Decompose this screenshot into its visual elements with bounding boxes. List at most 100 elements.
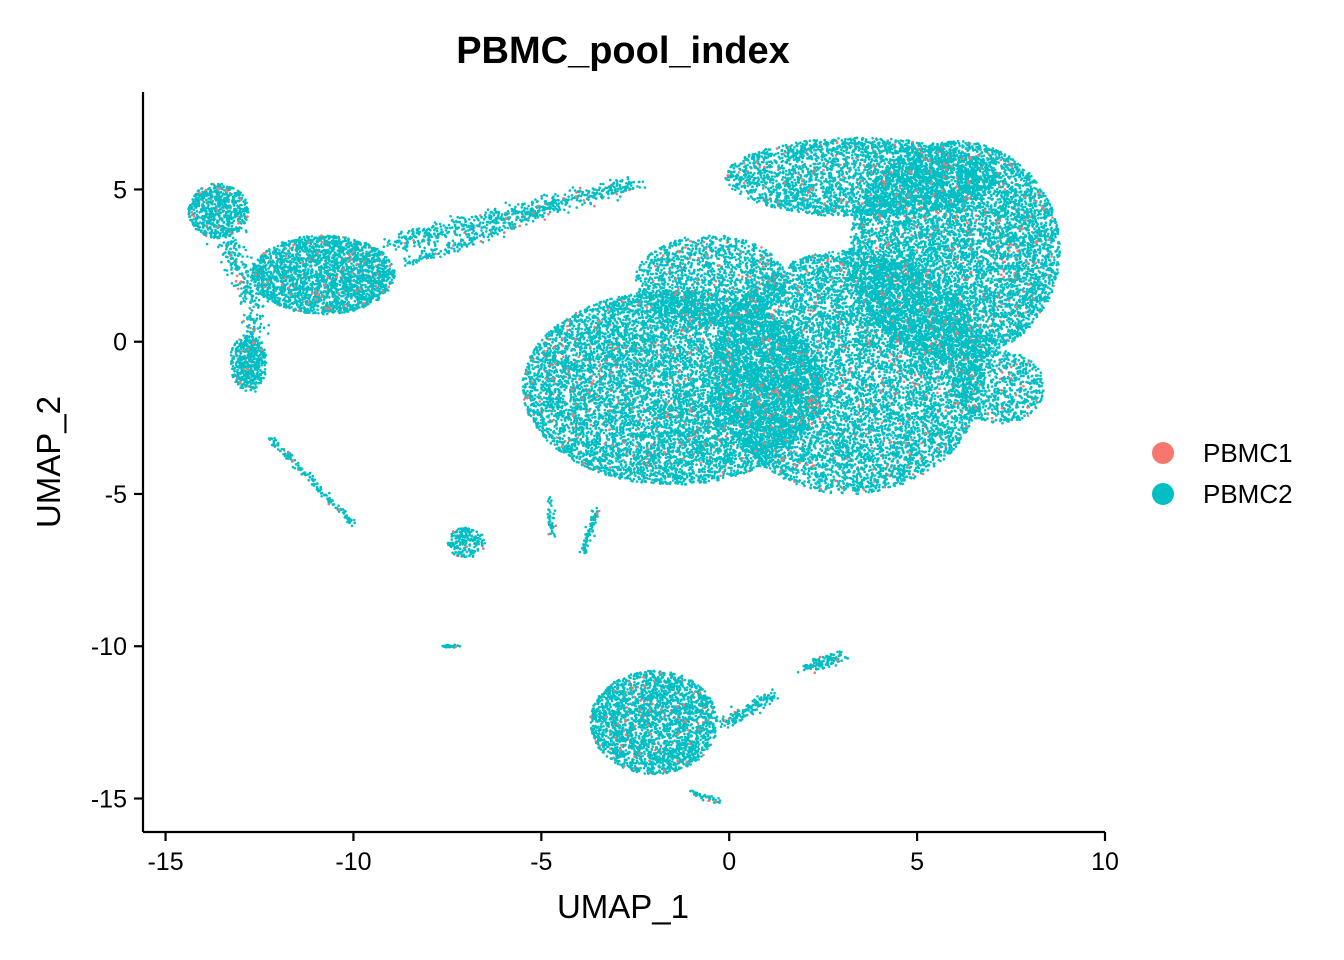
data-point <box>912 473 915 476</box>
data-point <box>808 313 811 316</box>
data-point <box>822 169 825 172</box>
data-point <box>784 297 787 300</box>
data-point <box>925 424 928 427</box>
data-point <box>795 476 798 479</box>
data-point <box>871 447 874 450</box>
data-point <box>886 437 889 440</box>
data-point <box>583 199 586 202</box>
data-point <box>951 383 954 386</box>
data-point <box>905 406 908 409</box>
data-point <box>710 352 713 355</box>
data-point <box>858 363 861 366</box>
data-point <box>809 309 812 312</box>
data-point <box>943 458 946 461</box>
data-point <box>932 392 935 395</box>
data-point <box>820 337 823 340</box>
data-point <box>860 461 863 464</box>
data-point <box>888 439 891 442</box>
data-point <box>912 425 915 428</box>
data-point <box>704 370 707 373</box>
data-point <box>889 351 892 354</box>
data-point <box>863 432 866 435</box>
data-point <box>876 426 879 429</box>
data-point <box>893 347 896 350</box>
data-point <box>1027 415 1030 418</box>
data-point <box>1004 188 1007 191</box>
data-point <box>799 453 802 456</box>
data-point <box>996 306 999 309</box>
data-point <box>850 413 853 416</box>
data-point <box>810 259 813 262</box>
data-point <box>875 367 878 370</box>
data-point <box>1050 255 1053 258</box>
data-point <box>888 360 891 363</box>
data-point <box>916 430 919 433</box>
data-point <box>853 297 856 300</box>
data-point <box>789 272 792 275</box>
data-point <box>873 447 876 450</box>
data-point <box>961 424 964 427</box>
data-point <box>874 399 877 402</box>
data-point <box>832 476 835 479</box>
data-point <box>538 400 541 403</box>
data-point <box>828 251 831 254</box>
data-point <box>902 392 905 395</box>
data-point <box>684 246 687 249</box>
data-point <box>848 363 851 366</box>
data-point <box>942 403 945 406</box>
data-point <box>900 386 903 389</box>
data-point <box>831 471 834 474</box>
data-point <box>689 335 692 338</box>
data-point <box>869 349 872 352</box>
data-point <box>898 390 901 393</box>
data-point <box>947 420 950 423</box>
data-point <box>898 422 901 425</box>
data-point <box>930 422 933 425</box>
data-point <box>921 385 924 388</box>
data-point <box>789 416 792 419</box>
data-point <box>743 182 746 185</box>
data-point <box>869 405 872 408</box>
data-point <box>871 419 874 422</box>
data-point <box>910 436 913 439</box>
data-point <box>950 421 953 424</box>
data-point <box>845 337 848 340</box>
data-point <box>892 379 895 382</box>
data-point <box>821 263 824 266</box>
data-point <box>914 404 917 407</box>
data-point <box>842 274 845 277</box>
data-point <box>929 339 932 342</box>
data-point <box>845 354 848 357</box>
data-point <box>790 475 793 478</box>
data-point <box>566 325 569 328</box>
data-point <box>849 379 852 382</box>
data-point <box>804 279 807 282</box>
data-point <box>870 436 873 439</box>
data-point <box>562 355 565 358</box>
data-point <box>746 405 749 408</box>
data-point <box>914 374 917 377</box>
data-point <box>838 382 841 385</box>
data-point <box>958 441 961 444</box>
data-point <box>807 309 810 312</box>
data-point <box>1000 159 1003 162</box>
data-point <box>906 421 909 424</box>
data-point <box>236 275 239 278</box>
data-point <box>193 215 196 218</box>
data-point <box>938 388 941 391</box>
data-point <box>915 397 918 400</box>
data-point <box>793 311 796 314</box>
data-point <box>869 393 872 396</box>
data-point <box>878 371 881 374</box>
data-point <box>973 330 976 333</box>
data-point <box>632 687 635 690</box>
data-point <box>802 310 805 313</box>
data-point <box>799 269 802 272</box>
data-point <box>879 418 882 421</box>
data-point <box>968 425 971 428</box>
data-point <box>702 338 705 341</box>
data-point <box>782 311 785 314</box>
data-point <box>867 356 870 359</box>
data-point <box>903 380 906 383</box>
